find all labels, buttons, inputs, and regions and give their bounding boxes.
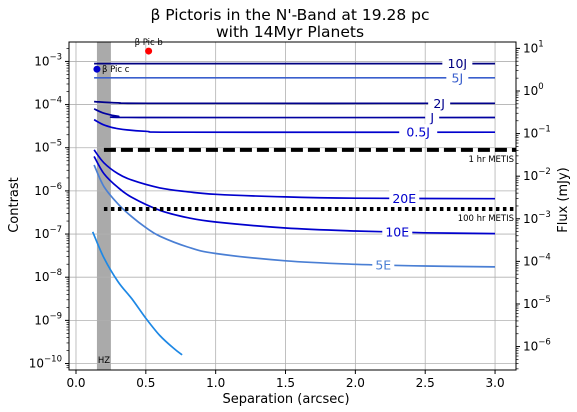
curve-label-bg xyxy=(372,256,395,272)
planet-label: β Pic b xyxy=(135,38,163,48)
y2-tick-label: 10−3 xyxy=(523,210,551,226)
planet-marker xyxy=(145,47,153,55)
curve-label-10e: 10E xyxy=(385,225,409,240)
x-tick-label: 1.0 xyxy=(206,376,225,390)
y2-tick-label: 10−2 xyxy=(523,167,551,183)
x-tick-label: 2.5 xyxy=(416,376,435,390)
y2-tick-label: 10−1 xyxy=(523,125,551,141)
planet-label: β Pic c xyxy=(102,65,130,75)
curve-label-bg xyxy=(399,124,438,140)
x-tick-label: 1.5 xyxy=(276,376,295,390)
curve-label-5j: 5J xyxy=(452,70,464,85)
curve-label-0-5j: 0.5J xyxy=(406,125,430,140)
y-tick-label: 10−4 xyxy=(34,96,62,112)
chart-title-line-1: β Pictoris in the N'-Band at 19.28 pc xyxy=(150,6,429,24)
curve-2j xyxy=(94,100,496,105)
curve-label-5e: 5E xyxy=(375,257,391,272)
curve-label-10j: 10J xyxy=(448,56,468,71)
x-tick-label: 2.0 xyxy=(346,376,365,390)
y-tick-label: 10−8 xyxy=(34,268,62,284)
y2-axis-label: Flux (mJy) xyxy=(556,167,571,233)
curve-label-20e: 20E xyxy=(392,191,416,206)
curve-label-bg xyxy=(428,95,451,111)
curve-label-bg xyxy=(382,224,413,240)
x-tick-label: 0.0 xyxy=(66,376,85,390)
contrast-limit-label: 1 hr METIS xyxy=(469,155,515,165)
habitable-zone-band xyxy=(96,42,111,370)
curve-unlabeled xyxy=(91,231,183,356)
curve-label-bg xyxy=(389,190,420,206)
curve-j xyxy=(93,108,496,119)
curve-label-bg xyxy=(442,55,473,71)
y-tick-label: 10−6 xyxy=(34,182,62,198)
y2-tick-label: 10−6 xyxy=(523,338,551,354)
planet-marker xyxy=(93,65,101,73)
plot-frame xyxy=(68,41,517,371)
y-tick-label: 10−5 xyxy=(34,139,62,155)
data-layer xyxy=(91,62,516,356)
x-axis-label: Separation (arcsec) xyxy=(222,392,349,407)
curve-10e xyxy=(93,155,496,235)
curve-0-5j xyxy=(93,118,496,134)
y-tick-label: 10−3 xyxy=(34,52,62,68)
habitable-zone-label: HZ xyxy=(98,356,110,366)
curve-label-bg xyxy=(446,69,469,85)
curve-label-2j: 2J xyxy=(433,96,445,111)
y-tick-label: 10−9 xyxy=(34,311,62,327)
y2-tick-label: 10−4 xyxy=(523,252,551,268)
x-tick-label: 0.5 xyxy=(136,376,155,390)
y-tick-label: 10−7 xyxy=(34,225,62,241)
y2-tick-label: 10−5 xyxy=(523,295,551,311)
y2-tick-label: 101 xyxy=(523,39,544,55)
curve-5e xyxy=(93,164,496,268)
chart-title-line-2: with 14Myr Planets xyxy=(216,23,364,41)
y-tick-label: 10−10 xyxy=(29,355,62,371)
curve-20e xyxy=(93,149,496,200)
y2-tick-label: 100 xyxy=(523,82,544,98)
curve-label-bg xyxy=(425,109,440,125)
contrast-limit-label: 100 hr METIS xyxy=(458,214,514,224)
curve-label-j: J xyxy=(429,110,434,125)
x-tick-label: 3.0 xyxy=(486,376,505,390)
y-axis-label: Contrast xyxy=(7,177,22,233)
